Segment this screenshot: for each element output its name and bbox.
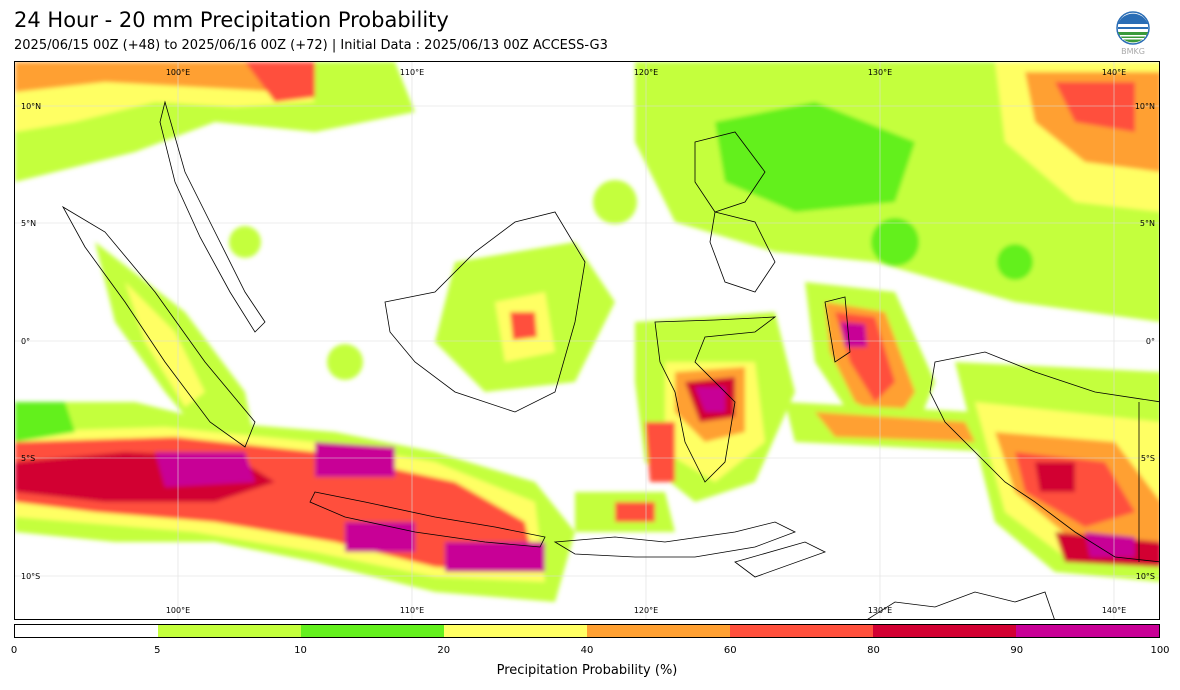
colorbar-tick-label: 0	[10, 645, 18, 656]
svg-text:110°E: 110°E	[400, 606, 424, 615]
svg-text:100°E: 100°E	[166, 606, 190, 615]
colorbar-bin	[587, 625, 730, 637]
colorbar-bin	[301, 625, 444, 637]
lat-labels-left: 10°N 5°N 0° 5°S 10°S	[21, 102, 41, 581]
svg-text:110°E: 110°E	[400, 68, 424, 77]
colorbar-title: Precipitation Probability (%)	[496, 663, 678, 678]
colorbar-bin	[444, 625, 587, 637]
colorbar-tick-label: 100	[1150, 645, 1170, 656]
svg-text:120°E: 120°E	[634, 606, 658, 615]
colorbar-tick-label: 10	[294, 645, 307, 656]
lon-labels-top: 100°E 110°E 120°E 130°E 140°E	[166, 68, 1126, 77]
svg-text:5°N: 5°N	[1140, 219, 1155, 228]
svg-text:140°E: 140°E	[1102, 68, 1126, 77]
colorbar-tick-label: 5	[154, 645, 161, 656]
svg-text:5°S: 5°S	[21, 454, 35, 463]
colorbar-tick-label: 20	[437, 645, 451, 656]
colorbar-bin	[158, 625, 301, 637]
lat-labels-right: 10°N 5°N 0° 5°S 10°S	[1135, 102, 1155, 581]
svg-text:10°S: 10°S	[1136, 572, 1155, 581]
colorbar-bin	[1016, 625, 1159, 637]
svg-text:5°S: 5°S	[1141, 454, 1155, 463]
svg-text:140°E: 140°E	[1102, 606, 1126, 615]
svg-text:10°N: 10°N	[21, 102, 41, 111]
colorbar-tick-label: 60	[723, 645, 737, 656]
logo-text: BMKG	[1121, 47, 1145, 56]
svg-text:130°E: 130°E	[868, 68, 892, 77]
svg-text:0°: 0°	[1146, 337, 1155, 346]
svg-text:130°E: 130°E	[868, 606, 892, 615]
svg-text:100°E: 100°E	[166, 68, 190, 77]
page-subtitle: 2025/06/15 00Z (+48) to 2025/06/16 00Z (…	[14, 38, 608, 53]
page-title: 24 Hour - 20 mm Precipitation Probabilit…	[14, 8, 449, 32]
svg-text:5°N: 5°N	[21, 219, 36, 228]
colorbar-bin	[730, 625, 873, 637]
coastlines	[61, 100, 1159, 619]
svg-text:10°S: 10°S	[21, 572, 40, 581]
colorbar-tick-label: 40	[580, 645, 594, 656]
colorbar-tick-label: 80	[867, 645, 880, 656]
bmkg-logo: BMKG	[1112, 10, 1154, 56]
colorbar-bin	[873, 625, 1016, 637]
svg-text:120°E: 120°E	[634, 68, 658, 77]
precipitation-map[interactable]: 100°E 110°E 120°E 130°E 140°E 100°E 110°…	[14, 61, 1160, 620]
graticule	[15, 62, 1159, 619]
colorbar-bin	[15, 625, 158, 637]
svg-text:10°N: 10°N	[1135, 102, 1155, 111]
svg-text:0°: 0°	[21, 337, 30, 346]
precip-field	[15, 62, 1159, 602]
colorbar-tick-label: 90	[1010, 645, 1024, 656]
lon-labels-bottom: 100°E 110°E 120°E 130°E 140°E	[166, 606, 1126, 615]
colorbar	[14, 624, 1160, 638]
